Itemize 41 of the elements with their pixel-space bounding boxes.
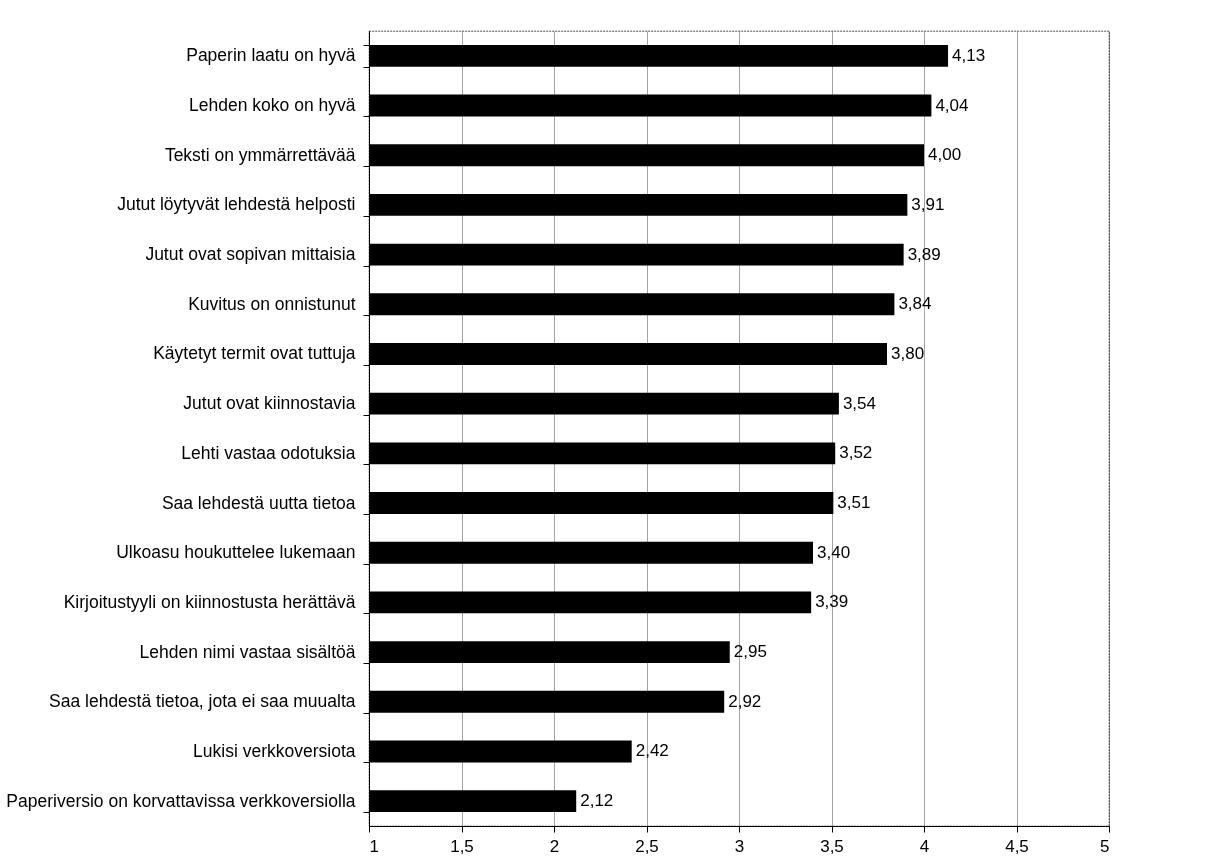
y-tick-label: Jutut ovat kiinnostavia	[183, 393, 356, 414]
data-label: 2,92	[728, 691, 762, 711]
x-tick-label: 2,5	[635, 836, 659, 856]
y-tick-label: Lukisi verkkoversiota	[193, 740, 356, 761]
x-tick-label: 3	[734, 836, 745, 856]
data-label: 3,40	[817, 542, 851, 562]
data-label: 2,95	[733, 642, 767, 662]
y-tick-label: Lehti vastaa odotuksia	[181, 442, 356, 463]
y-tick-label: Paperin laatu on hyvä	[186, 45, 356, 66]
x-tick-label: 5	[1100, 836, 1110, 856]
y-tick-label: Käytetyt termit ovat tuttuja	[153, 343, 356, 364]
data-label: 3,54	[842, 393, 876, 413]
y-tick-label: Jutut ovat sopivan mittaisia	[145, 244, 356, 265]
data-label: 2,42	[635, 741, 669, 761]
data-label: 2,12	[580, 791, 614, 811]
data-label: 4,04	[935, 95, 969, 115]
y-tick-label: Lehden koko on hyvä	[189, 95, 356, 116]
data-label: 3,89	[907, 244, 941, 264]
data-label: 3,80	[891, 343, 925, 363]
data-label: 3,39	[815, 592, 849, 612]
y-tick-label: Saa lehdestä uutta tietoa	[161, 492, 356, 513]
y-tick-label: Jutut löytyvät lehdestä helposti	[117, 194, 356, 215]
y-tick-label: Saa lehdestä tietoa, jota ei saa muualta	[49, 691, 356, 712]
y-tick-label: Kuvitus on onnistunut	[188, 293, 356, 314]
x-tick-label: 4	[919, 836, 930, 856]
data-label: 3,91	[911, 194, 945, 214]
y-tick-label: Paperiversio on korvattavissa verkkoversiolla	[6, 790, 356, 811]
data-label: 4,13	[952, 45, 986, 65]
data-label: 3,51	[837, 493, 871, 513]
y-tick-label: Teksti on ymmärrettävää	[164, 144, 356, 165]
x-tick-label: 3,5	[820, 836, 844, 856]
data-label: 3,52	[839, 443, 873, 463]
x-tick-label: 1,5	[450, 836, 474, 856]
y-tick-label: Lehden nimi vastaa sisältöä	[139, 641, 356, 662]
data-label: 4,00	[928, 145, 962, 165]
x-tick-label: 1	[369, 836, 379, 856]
x-tick-label: 2	[549, 836, 560, 856]
y-tick-label: Ulkoasu houkuttelee lukemaan	[116, 542, 356, 563]
y-tick-label: Kirjoitustyyli on kiinnostusta herättävä	[63, 591, 356, 612]
data-label: 3,84	[898, 294, 932, 314]
x-tick-label: 4,5	[1005, 836, 1029, 856]
